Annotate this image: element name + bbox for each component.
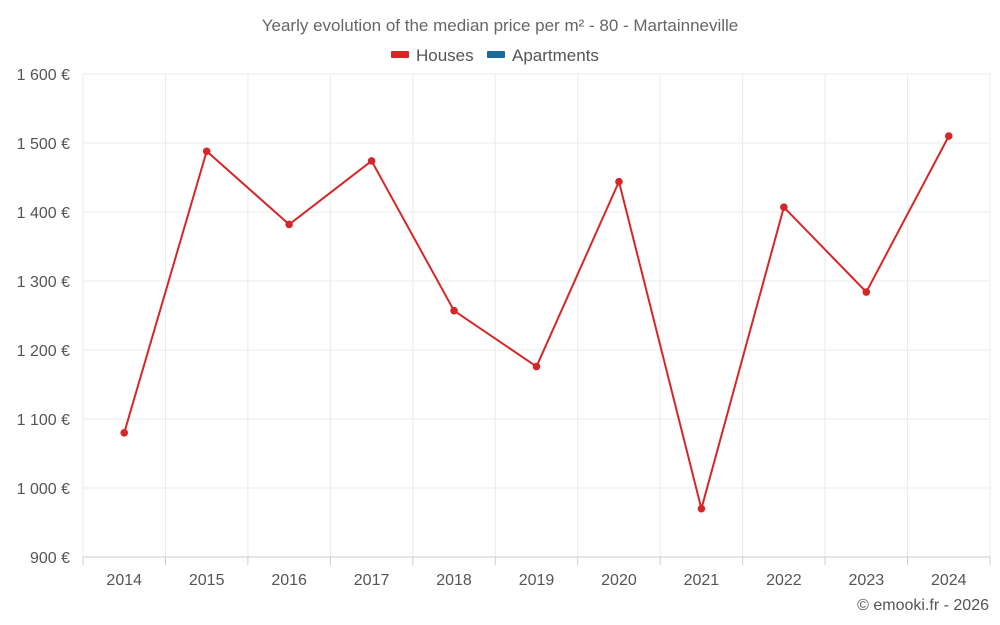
y-tick-label: 1 000 € xyxy=(17,481,70,498)
data-point-houses[interactable] xyxy=(120,429,129,437)
x-tick-label: 2020 xyxy=(601,572,637,589)
y-tick-label: 1 600 € xyxy=(17,67,70,84)
x-tick-label: 2019 xyxy=(519,572,555,589)
data-point-houses[interactable] xyxy=(202,147,211,156)
data-point-houses[interactable] xyxy=(780,203,788,211)
grid xyxy=(82,73,991,557)
data-point-houses[interactable] xyxy=(532,362,541,371)
y-tick-label: 1 400 € xyxy=(17,205,70,222)
legend-swatch-houses xyxy=(391,51,409,58)
data-point-houses[interactable] xyxy=(944,132,953,140)
x-tick-label: 2022 xyxy=(766,572,802,589)
y-tick-label: 1 100 € xyxy=(17,412,70,429)
chart-title: Yearly evolution of the median price per… xyxy=(262,16,739,35)
x-axis-ticks: 2014 2015 2016 2017 2018 2019 2020 2021 2022 2023… xyxy=(106,572,966,589)
data-point-houses[interactable] xyxy=(862,288,871,296)
x-tick-label: 2021 xyxy=(684,572,720,589)
axes xyxy=(82,556,991,565)
y-tick-label: 1 200 € xyxy=(17,343,70,360)
y-axis-ticks: 900 € 1 000 € 1 100 € 1 200 € 1 300 € 1 400 €… xyxy=(17,67,70,567)
data-point-houses[interactable] xyxy=(450,306,458,315)
data-point-houses[interactable] xyxy=(697,504,706,513)
data-point-houses[interactable] xyxy=(285,220,293,229)
data-point-houses[interactable] xyxy=(615,177,623,186)
x-tick-label: 2016 xyxy=(271,572,307,589)
x-tick-label: 2014 xyxy=(106,572,142,589)
data-point-houses[interactable] xyxy=(367,157,376,165)
x-tick-label: 2015 xyxy=(189,572,225,589)
legend-swatch-apartments xyxy=(487,51,505,58)
y-tick-label: 900 € xyxy=(30,550,70,567)
x-tick-label: 2023 xyxy=(849,572,885,589)
x-tick-label: 2018 xyxy=(436,572,472,589)
credit-text: © emooki.fr - 2026 xyxy=(857,597,989,614)
y-tick-label: 1 300 € xyxy=(17,274,70,291)
legend-label-houses[interactable]: Houses xyxy=(416,46,474,65)
legend-label-apartments[interactable]: Apartments xyxy=(512,46,599,65)
legend: Houses Apartments xyxy=(391,46,599,65)
y-tick-label: 1 500 € xyxy=(17,136,70,153)
x-tick-label: 2024 xyxy=(931,572,967,589)
series xyxy=(120,132,953,513)
x-tick-label: 2017 xyxy=(354,572,390,589)
